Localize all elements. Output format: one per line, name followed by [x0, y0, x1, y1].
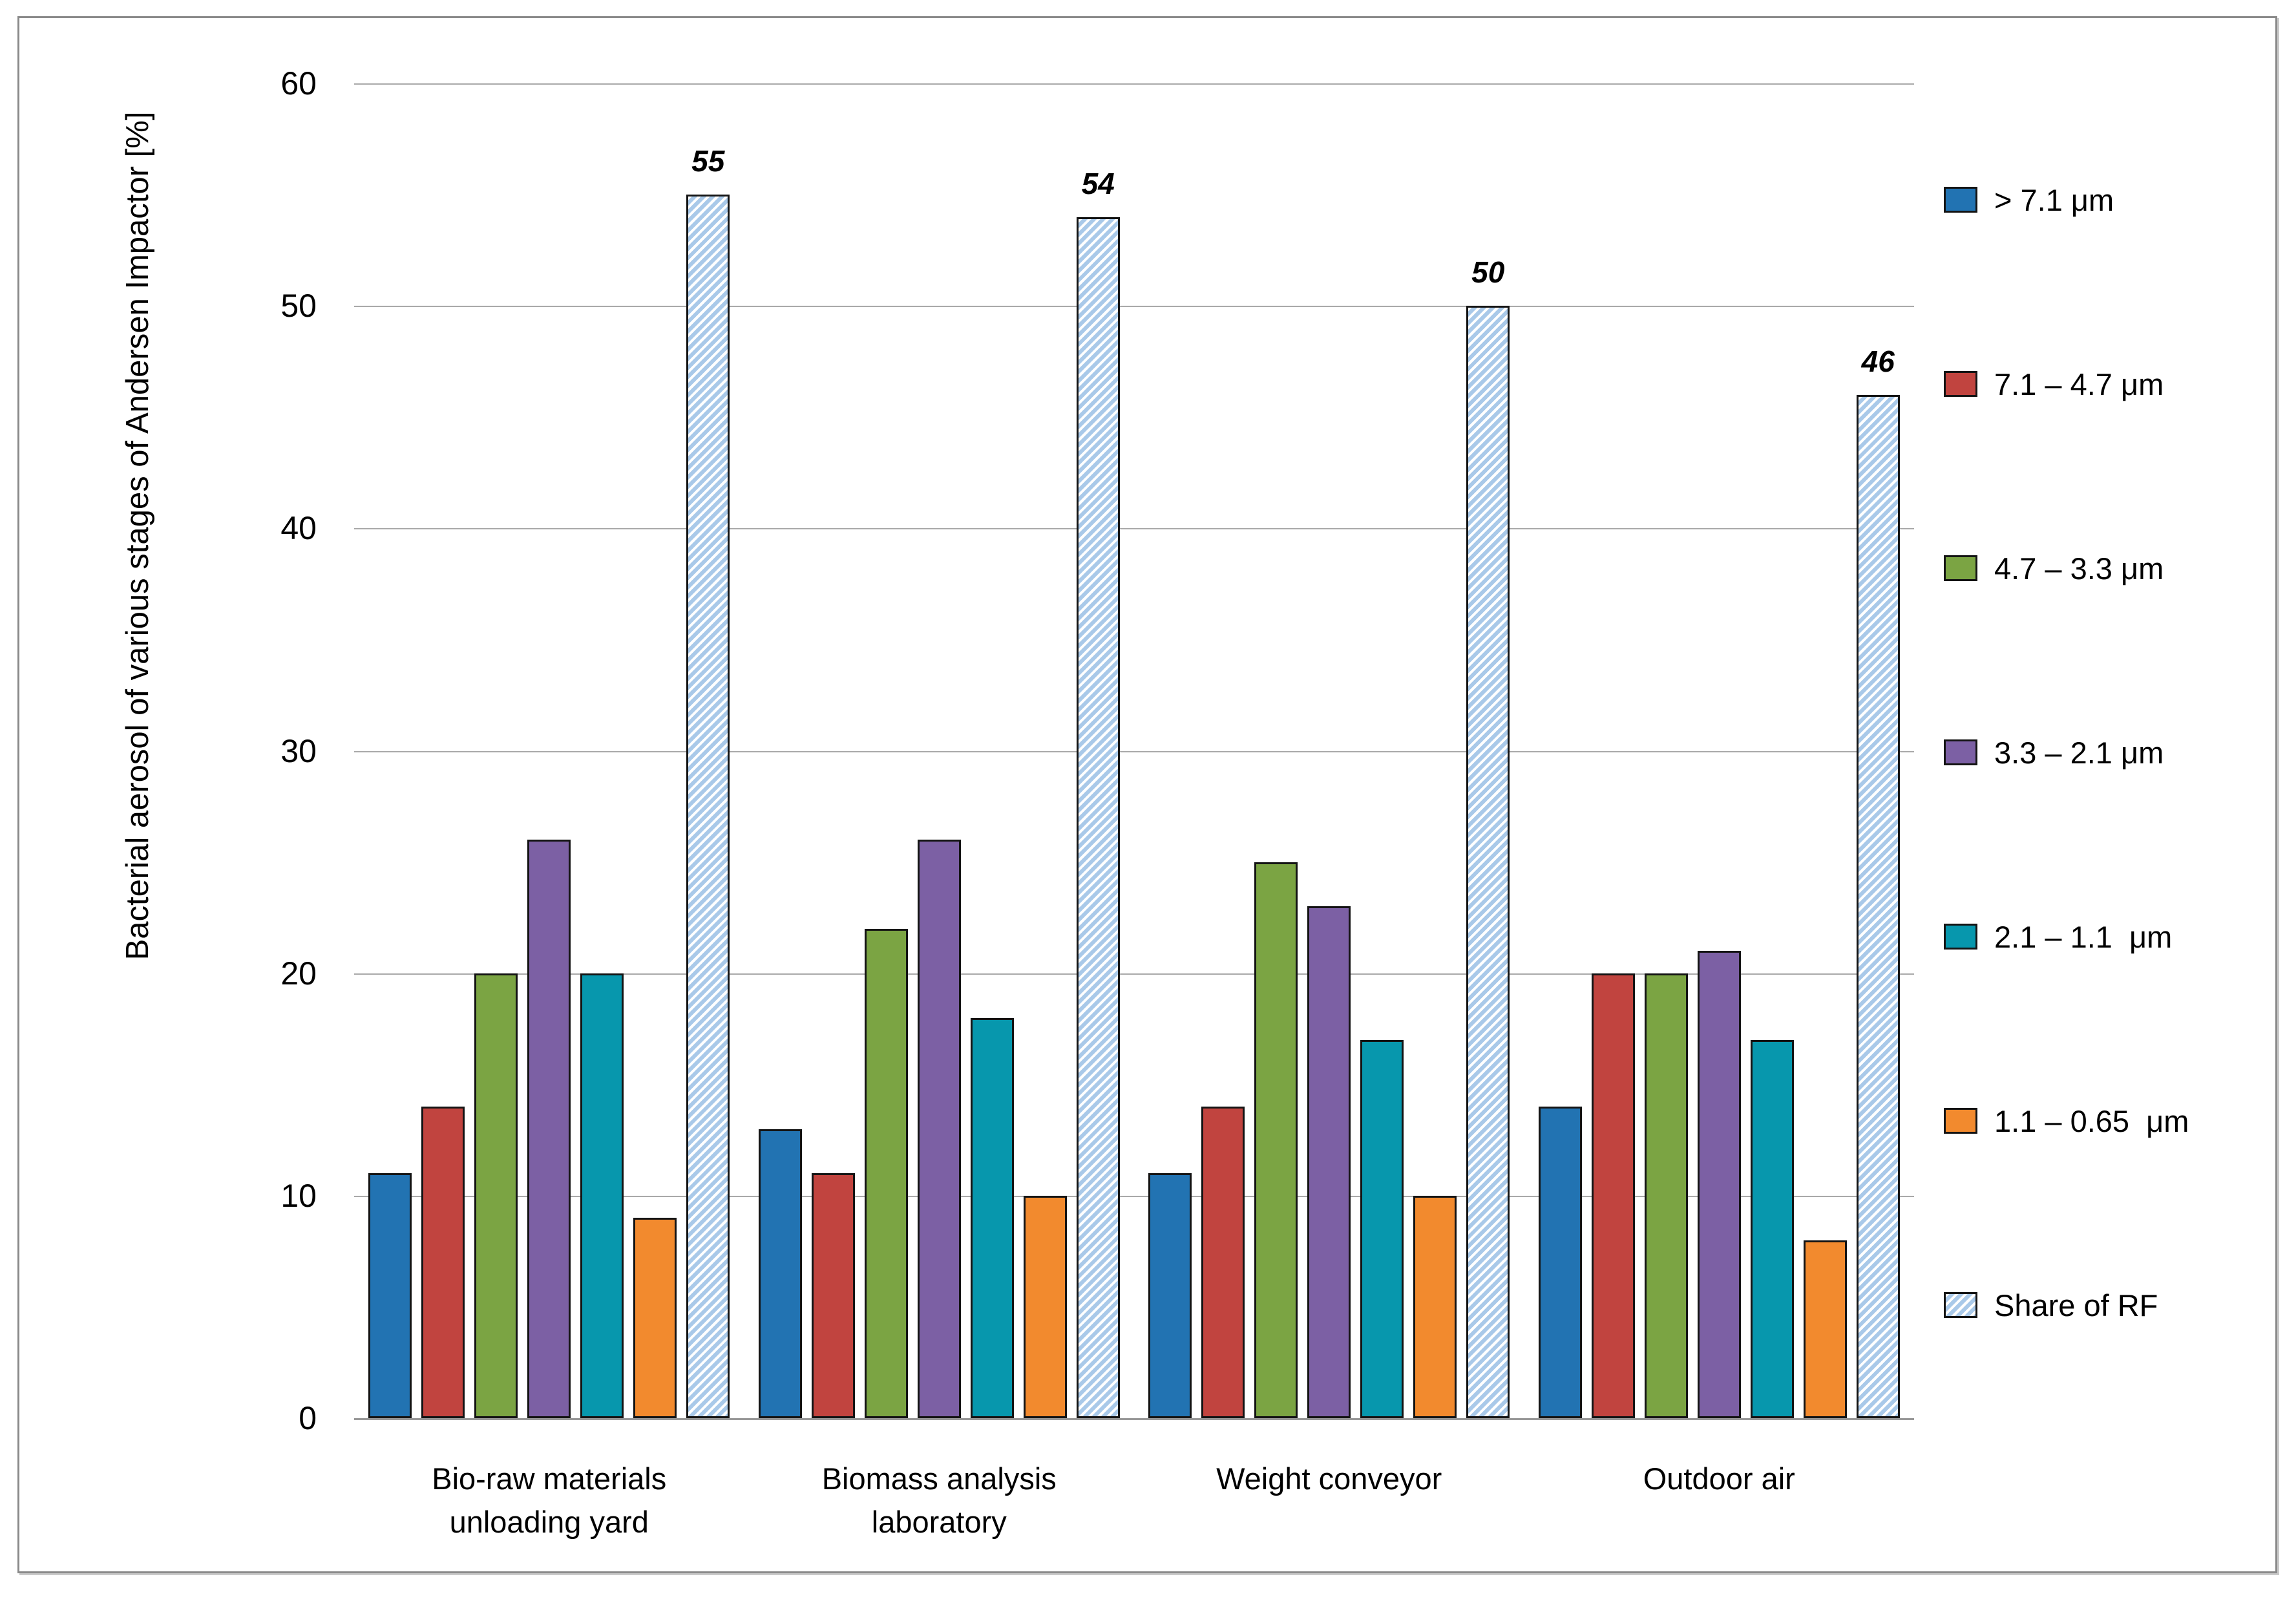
category-label-3: Weight conveyor — [1134, 1457, 1524, 1500]
bar-1.1-0.65-m-group2 — [1023, 1195, 1067, 1418]
gridline-60 — [354, 83, 1914, 85]
bar-4.7-3.3-m-group1 — [474, 973, 518, 1418]
y-tick-label-40: 40 — [280, 510, 317, 547]
y-tick-label-20: 20 — [280, 955, 317, 992]
gridline-50 — [354, 306, 1914, 308]
y-tick-label-0: 0 — [299, 1400, 317, 1436]
legend-item-3.3-2.1-m: 3.3 – 2.1 μm — [1944, 732, 2164, 772]
category-label-1: Bio-raw materials unloading yard — [354, 1457, 744, 1544]
y-tick-label-30: 30 — [280, 732, 317, 769]
category-label-4: Outdoor air — [1524, 1457, 1915, 1500]
category-label-line: Bio-raw materials — [432, 1461, 667, 1496]
legend-label: 4.7 – 3.3 μm — [1994, 551, 2164, 586]
bar-1.1-0.65-m-group3 — [1413, 1195, 1457, 1418]
plot-area — [354, 83, 1914, 1420]
legend-swatch-icon — [1944, 1292, 1977, 1318]
bar--7.1-m-group1 — [368, 1173, 412, 1418]
legend-swatch-icon — [1944, 187, 1977, 213]
legend-label: 7.1 – 4.7 μm — [1994, 366, 2164, 401]
data-label-group1: 55 — [691, 144, 725, 178]
category-label-line: Biomass analysis — [821, 1461, 1057, 1496]
y-tick-label-60: 60 — [280, 65, 317, 101]
bar-7.1-4.7-m-group4 — [1591, 973, 1635, 1418]
y-tick-label-10: 10 — [280, 1177, 317, 1214]
data-label-group4: 46 — [1861, 344, 1895, 378]
bar-3.3-2.1-m-group4 — [1697, 951, 1741, 1418]
bar-4.7-3.3-m-group2 — [864, 928, 908, 1418]
data-label-group3: 50 — [1471, 255, 1505, 290]
bar-3.3-2.1-m-group3 — [1307, 906, 1351, 1418]
gridline-40 — [354, 528, 1914, 530]
bar-Share-of-RF-group3 — [1466, 306, 1510, 1418]
bar-Share-of-RF-group1 — [686, 195, 730, 1418]
legend-item-2.1-1.1-m: 2.1 – 1.1 μm — [1944, 917, 2172, 957]
legend-label: 1.1 – 0.65 μm — [1994, 1103, 2189, 1138]
bar-Share-of-RF-group2 — [1076, 217, 1120, 1418]
category-label-line: Weight conveyor — [1216, 1461, 1442, 1496]
bar-2.1-1.1-m-group3 — [1360, 1039, 1404, 1418]
bar-1.1-0.65-m-group4 — [1803, 1240, 1847, 1418]
category-label-line: Outdoor air — [1643, 1461, 1795, 1496]
bar-4.7-3.3-m-group3 — [1254, 862, 1298, 1418]
bar-Share-of-RF-group4 — [1856, 394, 1900, 1418]
bar-2.1-1.1-m-group1 — [580, 973, 624, 1418]
bar--7.1-m-group2 — [758, 1129, 802, 1418]
bar-7.1-4.7-m-group1 — [421, 1107, 465, 1418]
gridline-30 — [354, 750, 1914, 752]
bar-3.3-2.1-m-group2 — [917, 840, 961, 1418]
bar-2.1-1.1-m-group2 — [970, 1017, 1014, 1418]
legend-label: > 7.1 μm — [1994, 182, 2114, 217]
legend-item--7.1-m: > 7.1 μm — [1944, 180, 2114, 220]
bar-7.1-4.7-m-group2 — [811, 1173, 855, 1418]
bar--7.1-m-group4 — [1538, 1107, 1582, 1418]
chart-frame: Bacterial aerosol of various stages of A… — [17, 16, 2277, 1573]
legend-item-1.1-0.65-m: 1.1 – 0.65 μm — [1944, 1101, 2189, 1141]
bar-7.1-4.7-m-group3 — [1201, 1107, 1245, 1418]
legend-swatch-icon — [1944, 1108, 1977, 1134]
legend-item-7.1-4.7-m: 7.1 – 4.7 μm — [1944, 364, 2164, 404]
y-axis-title: Bacterial aerosol of various stages of A… — [120, 111, 155, 961]
legend-label: 2.1 – 1.1 μm — [1994, 919, 2173, 954]
bar--7.1-m-group3 — [1148, 1173, 1192, 1418]
gridline-20 — [354, 973, 1914, 975]
category-label-line: unloading yard — [449, 1505, 649, 1539]
legend-item-Share-of-RF: Share of RF — [1944, 1285, 2158, 1325]
category-label-line: laboratory — [871, 1505, 1007, 1539]
data-label-group2: 54 — [1081, 166, 1115, 200]
bar-1.1-0.65-m-group1 — [633, 1218, 677, 1418]
y-tick-label-50: 50 — [280, 288, 317, 324]
bar-3.3-2.1-m-group1 — [527, 840, 571, 1418]
bar-4.7-3.3-m-group4 — [1644, 973, 1688, 1418]
bar-2.1-1.1-m-group4 — [1750, 1039, 1794, 1418]
legend-swatch-icon — [1944, 371, 1977, 397]
legend-item-4.7-3.3-m: 4.7 – 3.3 μm — [1944, 548, 2164, 588]
category-label-2: Biomass analysis laboratory — [744, 1457, 1135, 1544]
legend-swatch-icon — [1944, 555, 1977, 581]
legend-label: Share of RF — [1994, 1288, 2158, 1322]
gridline-10 — [354, 1195, 1914, 1197]
legend-swatch-icon — [1944, 739, 1977, 765]
legend-swatch-icon — [1944, 924, 1977, 950]
legend-label: 3.3 – 2.1 μm — [1994, 735, 2164, 770]
